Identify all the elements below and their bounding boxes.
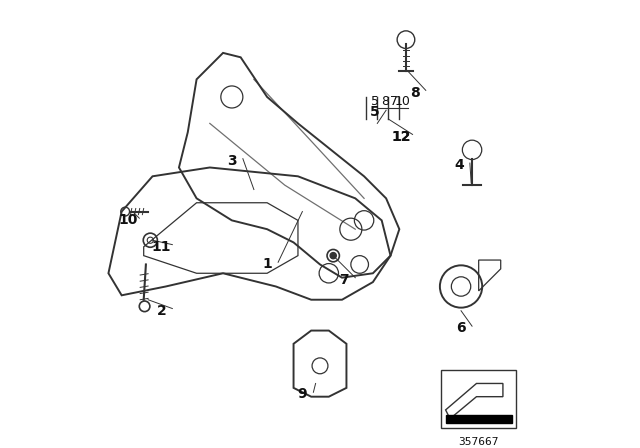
Text: 11: 11 <box>152 240 171 254</box>
Text: 4: 4 <box>454 158 464 172</box>
Text: 5: 5 <box>371 95 379 108</box>
Text: 9: 9 <box>298 388 307 401</box>
Text: 1: 1 <box>262 258 272 271</box>
Text: 12: 12 <box>392 129 412 144</box>
Text: 7: 7 <box>390 95 398 108</box>
FancyBboxPatch shape <box>441 370 516 427</box>
Circle shape <box>330 253 336 259</box>
Text: 10: 10 <box>395 95 411 108</box>
Text: 7: 7 <box>339 273 349 287</box>
Text: 3: 3 <box>227 154 237 168</box>
Text: 6: 6 <box>456 321 466 336</box>
Text: 8: 8 <box>381 95 389 108</box>
FancyBboxPatch shape <box>445 415 512 423</box>
Text: 10: 10 <box>118 213 138 228</box>
Text: 12: 12 <box>392 129 412 144</box>
Text: 8: 8 <box>410 86 420 99</box>
Text: 2: 2 <box>156 304 166 318</box>
Text: 357667: 357667 <box>458 437 499 447</box>
Text: 5: 5 <box>370 105 380 120</box>
